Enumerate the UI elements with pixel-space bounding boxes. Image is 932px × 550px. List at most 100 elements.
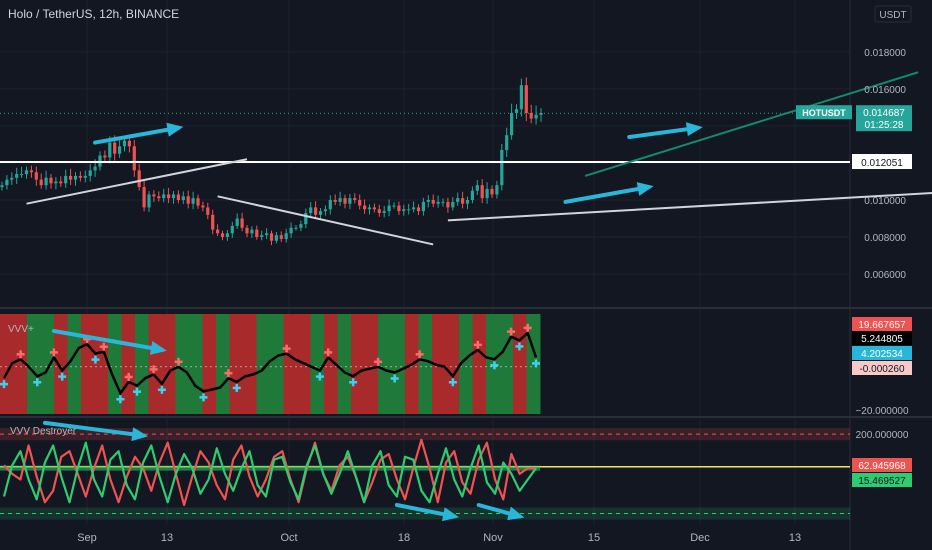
vvv-signal-peak[interactable] (324, 348, 333, 357)
candle[interactable] (191, 191, 195, 210)
vvv-signal-trough[interactable] (33, 378, 42, 387)
symbol-label-box[interactable] (796, 105, 852, 120)
candle[interactable] (495, 180, 499, 199)
candle[interactable] (510, 103, 514, 140)
vvv-signal-peak[interactable] (16, 350, 25, 359)
drawing-overlay[interactable] (42, 122, 703, 522)
candle[interactable] (269, 230, 274, 246)
candle[interactable] (407, 203, 411, 215)
candle[interactable] (78, 171, 82, 182)
vvv-signal-trough[interactable] (232, 383, 241, 392)
vvv-signal-trough[interactable] (58, 372, 67, 381)
candle[interactable] (318, 207, 323, 219)
trendline-rising-september[interactable] (26, 158, 248, 205)
vvv-signal-peak[interactable] (415, 350, 424, 359)
candle[interactable] (167, 187, 171, 204)
vvv-signal-trough[interactable] (349, 378, 358, 387)
candle[interactable] (255, 225, 259, 240)
candle[interactable] (176, 190, 180, 204)
vvv-signal-peak[interactable] (224, 369, 233, 378)
vvv-signal-peak[interactable] (124, 372, 133, 381)
price-pane[interactable] (0, 71, 932, 246)
vvv-signal-peak[interactable] (374, 357, 383, 366)
candle[interactable] (441, 198, 445, 207)
vvv-signal-peak[interactable] (49, 348, 58, 357)
candle[interactable] (475, 179, 479, 196)
currency-badge-box[interactable] (874, 5, 912, 23)
vvv-signal-peak[interactable] (149, 365, 158, 374)
vvv-line[interactable] (2, 330, 538, 396)
candle[interactable] (83, 170, 87, 183)
candle[interactable] (29, 165, 33, 178)
candle[interactable] (328, 195, 332, 215)
vvv-signal-peak[interactable] (523, 323, 532, 332)
trendline-long-support[interactable] (447, 191, 932, 222)
candle[interactable] (171, 191, 176, 204)
vvv-plus-pane[interactable] (0, 314, 541, 414)
vvv-signal-trough[interactable] (532, 359, 540, 368)
candle[interactable] (397, 201, 401, 215)
candle[interactable] (147, 191, 151, 213)
candle[interactable] (299, 220, 303, 232)
destroyer-green-line[interactable] (2, 441, 537, 504)
candle[interactable] (426, 195, 430, 208)
candle[interactable] (314, 201, 318, 218)
candle[interactable] (514, 104, 519, 119)
candle[interactable] (245, 224, 249, 238)
candle[interactable] (539, 108, 543, 122)
candle[interactable] (377, 204, 381, 217)
candle[interactable] (211, 209, 215, 235)
vvv-signal-peak[interactable] (99, 342, 108, 351)
candle[interactable] (534, 105, 538, 125)
candle[interactable] (412, 201, 416, 213)
candle[interactable] (0, 181, 4, 191)
vvv-signal-trough[interactable] (390, 374, 399, 383)
candle[interactable] (436, 195, 440, 208)
candle[interactable] (284, 228, 288, 243)
candle[interactable] (402, 204, 406, 216)
symbol-title[interactable]: Holo / TetherUS, 12h, BINANCE (8, 7, 179, 21)
vvv-signal-trough[interactable] (157, 385, 166, 394)
candle[interactable] (73, 172, 78, 186)
candle[interactable] (294, 224, 298, 231)
candle[interactable] (157, 191, 161, 202)
vvv-signal-trough[interactable] (133, 387, 141, 396)
candle[interactable] (451, 197, 455, 211)
candle[interactable] (118, 138, 122, 158)
candle[interactable] (372, 203, 376, 213)
candle[interactable] (485, 182, 489, 204)
candle[interactable] (235, 213, 239, 229)
trendline-falling-september[interactable] (217, 195, 434, 246)
candle[interactable] (201, 201, 205, 212)
candle[interactable] (181, 191, 185, 205)
vvv-signal-trough[interactable] (91, 355, 100, 364)
arrow-destroyer-right[interactable] (476, 503, 525, 521)
arrow-destroyer-left[interactable] (42, 420, 149, 442)
candle[interactable] (348, 194, 352, 210)
candle[interactable] (529, 104, 533, 124)
candle[interactable] (446, 197, 450, 213)
candle[interactable] (24, 166, 29, 179)
candle[interactable] (54, 177, 58, 190)
last-price-box[interactable] (856, 105, 912, 132)
vvv-signal-peak[interactable] (473, 340, 482, 349)
candle[interactable] (230, 221, 234, 238)
candle[interactable] (392, 202, 396, 209)
candle[interactable] (132, 140, 136, 177)
candle[interactable] (289, 222, 293, 238)
candle[interactable] (103, 150, 107, 163)
candle[interactable] (88, 163, 92, 182)
candle[interactable] (39, 173, 43, 189)
vvv-signal-trough[interactable] (315, 372, 324, 381)
candle[interactable] (34, 166, 38, 186)
vvv-signal-peak[interactable] (507, 327, 516, 336)
candle[interactable] (20, 166, 24, 178)
candle[interactable] (10, 172, 14, 185)
candle[interactable] (382, 205, 386, 218)
candle[interactable] (416, 204, 421, 215)
candle[interactable] (500, 143, 504, 191)
candle[interactable] (505, 127, 509, 158)
arrow-up-late-oct[interactable] (563, 182, 654, 204)
candle[interactable] (152, 190, 156, 202)
